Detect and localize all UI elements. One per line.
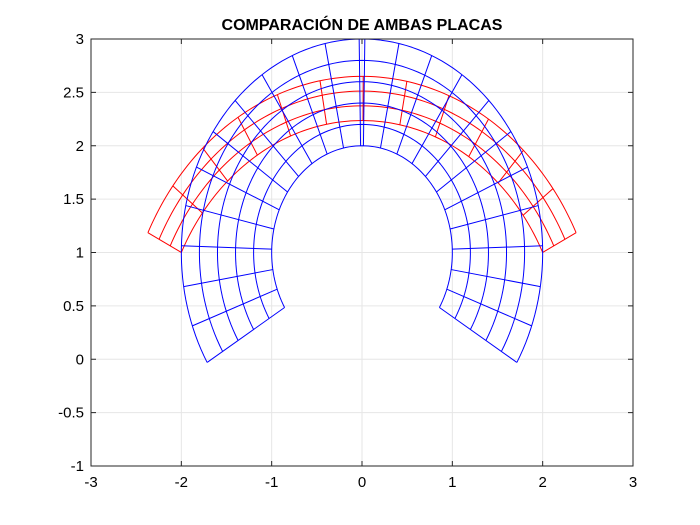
mesh-radial-line [276, 94, 292, 137]
mesh-radial-line [497, 150, 524, 184]
mesh-radial-line [468, 118, 489, 157]
mesh-arc [198, 59, 526, 352]
mesh-radial-line [319, 80, 328, 125]
mesh-radial-line [196, 166, 280, 211]
x-tick-label: 0 [358, 474, 366, 491]
mesh-arc [147, 75, 577, 233]
mesh-radial-line [379, 43, 400, 149]
y-tick-label: 3 [76, 31, 84, 48]
mesh-radial-line [452, 245, 543, 250]
x-tick-label: 3 [629, 474, 637, 491]
mesh-radial-line [396, 55, 433, 155]
mesh-arc [253, 123, 471, 319]
y-tick-label: 0 [76, 351, 84, 368]
x-tick-label: -2 [175, 474, 188, 491]
mesh-arc [271, 145, 453, 308]
mesh-radial-line [358, 39, 362, 146]
mesh-series-1 [180, 38, 544, 363]
mesh-radial-line [436, 131, 512, 193]
mesh-radial-line [261, 74, 313, 164]
mesh-radial-line [425, 100, 490, 177]
mesh-radial-line [324, 43, 345, 149]
mesh-radial-line [183, 269, 273, 288]
mesh-radial-line [234, 100, 299, 177]
mesh-arc [235, 102, 489, 330]
x-tick-label: -3 [84, 474, 97, 491]
mesh-radial-line [181, 245, 272, 250]
mesh-radial-line [202, 147, 229, 182]
mesh-radial-line [411, 74, 463, 164]
mesh-radial-line [362, 39, 366, 146]
mesh-radial-line [542, 232, 577, 253]
y-tick-label: 0.5 [63, 298, 84, 315]
mesh-arc [216, 81, 508, 341]
mesh-radial-line [439, 307, 518, 363]
chart-title: COMPARACIÓN DE AMBAS PLACAS [222, 15, 503, 34]
mesh-radial-line [451, 269, 541, 288]
mesh-radial-line [446, 288, 532, 327]
mesh-radial-line [192, 288, 278, 327]
mesh-radial-line [291, 55, 328, 155]
plot-series [147, 38, 577, 363]
y-tick-label: 2.5 [63, 84, 84, 101]
x-tick-label: 1 [448, 474, 456, 491]
x-tick-label: 2 [538, 474, 546, 491]
mesh-radial-line [399, 81, 408, 125]
mesh-radial-line [444, 166, 528, 211]
mesh-radial-line [147, 232, 182, 253]
tick-labels: -3 -2 -1 0 1 2 3 -1 -0.5 0 0.5 1 1.5 2 2.5 3 [58, 31, 637, 491]
y-tick-label: -0.5 [58, 405, 84, 422]
y-tick-label: 1.5 [63, 191, 84, 208]
x-tick-label: -1 [265, 474, 278, 491]
y-tick-label: 2 [76, 138, 84, 155]
mesh-radial-line [206, 307, 285, 363]
mesh-radial-line [449, 205, 539, 230]
y-tick-label: -1 [71, 458, 84, 475]
mesh-radial-line [212, 131, 288, 193]
axes [90, 38, 634, 467]
y-tick-label: 1 [76, 245, 84, 262]
mesh-radial-line [185, 205, 275, 230]
